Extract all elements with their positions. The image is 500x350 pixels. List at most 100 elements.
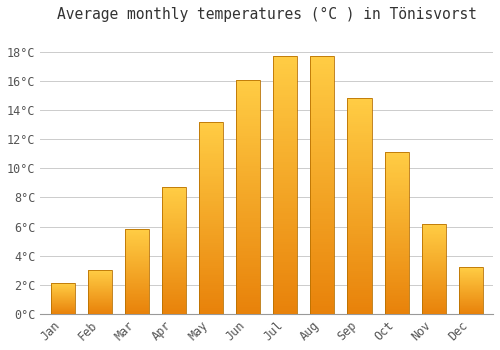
Bar (162, 223, 186, 224)
Bar (236, 190, 260, 192)
Bar (348, 290, 372, 292)
Bar (310, 242, 334, 244)
Bar (310, 95, 334, 98)
Bar (88, 301, 112, 302)
Bar (124, 266, 149, 267)
Bar (236, 211, 260, 213)
Title: Average monthly temperatures (°C ) in Tönisvorst: Average monthly temperatures (°C ) in Tö… (56, 7, 476, 22)
Bar (273, 234, 297, 237)
Bar (348, 221, 372, 223)
Bar (199, 149, 223, 150)
Bar (310, 252, 334, 255)
Bar (88, 284, 112, 285)
Bar (310, 82, 334, 85)
Bar (124, 244, 149, 245)
Bar (236, 164, 260, 166)
Bar (162, 205, 186, 206)
Bar (422, 255, 446, 256)
Bar (273, 69, 297, 72)
Bar (310, 162, 334, 164)
Bar (458, 281, 483, 282)
Bar (273, 59, 297, 61)
Bar (458, 267, 483, 314)
Bar (236, 232, 260, 234)
Bar (348, 146, 372, 148)
Bar (199, 191, 223, 193)
Bar (384, 235, 408, 236)
Bar (199, 299, 223, 300)
Bar (348, 178, 372, 180)
Bar (384, 217, 408, 218)
Bar (124, 258, 149, 259)
Bar (458, 274, 483, 275)
Bar (348, 152, 372, 154)
Bar (273, 61, 297, 64)
Bar (124, 287, 149, 288)
Bar (124, 265, 149, 266)
Bar (199, 222, 223, 224)
Bar (199, 210, 223, 212)
Bar (273, 175, 297, 177)
Bar (199, 139, 223, 141)
Bar (384, 214, 408, 215)
Bar (348, 249, 372, 251)
Bar (384, 290, 408, 291)
Bar (124, 247, 149, 248)
Bar (236, 173, 260, 176)
Bar (384, 248, 408, 249)
Bar (236, 225, 260, 227)
Bar (348, 197, 372, 200)
Bar (88, 298, 112, 299)
Bar (124, 286, 149, 287)
Bar (124, 293, 149, 294)
Bar (348, 101, 372, 103)
Bar (88, 283, 112, 284)
Bar (422, 298, 446, 299)
Bar (124, 245, 149, 246)
Bar (124, 261, 149, 262)
Bar (310, 116, 334, 118)
Bar (310, 123, 334, 126)
Bar (236, 129, 260, 131)
Bar (199, 252, 223, 254)
Bar (162, 187, 186, 314)
Bar (124, 234, 149, 236)
Bar (310, 159, 334, 162)
Bar (88, 285, 112, 286)
Bar (384, 220, 408, 222)
Bar (384, 186, 408, 188)
Bar (422, 271, 446, 272)
Bar (458, 306, 483, 307)
Bar (236, 124, 260, 126)
Bar (88, 287, 112, 288)
Bar (162, 196, 186, 197)
Bar (124, 294, 149, 295)
Bar (310, 128, 334, 131)
Bar (458, 300, 483, 301)
Bar (162, 284, 186, 285)
Bar (199, 220, 223, 222)
Bar (199, 201, 223, 202)
Bar (236, 79, 260, 82)
Bar (124, 231, 149, 232)
Bar (162, 238, 186, 239)
Bar (88, 270, 112, 314)
Bar (124, 282, 149, 283)
Bar (310, 131, 334, 134)
Bar (348, 161, 372, 163)
Bar (236, 274, 260, 276)
Bar (310, 218, 334, 221)
Bar (199, 206, 223, 208)
Bar (348, 107, 372, 109)
Bar (348, 213, 372, 215)
Bar (273, 311, 297, 314)
Bar (384, 280, 408, 282)
Bar (348, 275, 372, 277)
Bar (422, 274, 446, 275)
Bar (384, 189, 408, 191)
Bar (273, 56, 297, 59)
Bar (310, 103, 334, 105)
Bar (162, 281, 186, 282)
Bar (273, 159, 297, 162)
Bar (199, 262, 223, 264)
